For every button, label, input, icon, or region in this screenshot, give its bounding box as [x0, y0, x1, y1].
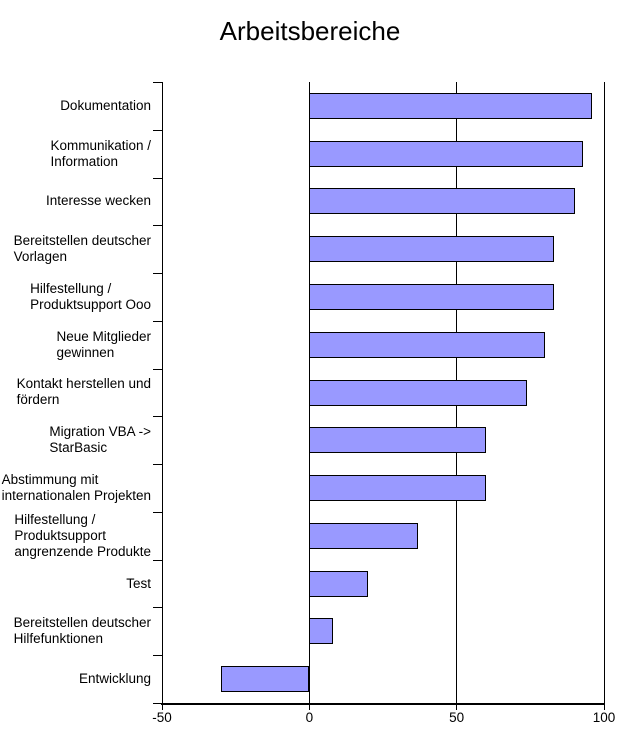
category-label-text: Interesse wecken: [45, 193, 151, 209]
category-label-text: Neue Mitglieder gewinnen: [56, 328, 151, 360]
category-axis-tick: [153, 655, 162, 657]
category-label: Entwicklung: [0, 655, 151, 703]
bar: [309, 618, 333, 645]
category-label: Dokumentation: [0, 82, 151, 130]
category-axis-tick: [153, 511, 162, 513]
x-tick-label: 50: [449, 710, 465, 725]
gridline: [603, 82, 605, 703]
category-axis-tick: [153, 225, 162, 227]
category-axis-tick: [153, 464, 162, 466]
category-axis-tick: [153, 320, 162, 322]
category-axis-tick: [153, 416, 162, 418]
bar: [309, 188, 575, 215]
x-axis-line: [161, 703, 605, 705]
category-label: Test: [0, 560, 151, 608]
category-label: Bereitstellen deutscher Hilfefunktionen: [0, 607, 151, 655]
category-label: Migration VBA -> StarBasic: [0, 416, 151, 464]
category-axis-tick: [153, 129, 162, 131]
category-label: Neue Mitglieder gewinnen: [0, 321, 151, 369]
category-label: Interesse wecken: [0, 178, 151, 226]
bar: [309, 236, 554, 263]
bar: [309, 379, 528, 406]
x-axis-tick: [456, 703, 458, 710]
category-label: Hilfestellung / Produktsupport Ooo: [0, 273, 151, 321]
bar: [309, 92, 593, 119]
x-tick-label: 0: [305, 710, 314, 725]
category-label: Hilfestellung / Produktsupport angrenzende…: [0, 512, 151, 560]
bar: [309, 283, 554, 310]
category-axis-tick: [153, 177, 162, 179]
category-label: Abstimmung mit internationalen Projekten: [0, 464, 151, 512]
bar: [309, 475, 487, 502]
category-label-text: Hilfestellung / Produktsupport angrenzende…: [14, 511, 151, 559]
category-label-text: Entwicklung: [78, 671, 151, 687]
x-axis-tick: [308, 703, 310, 710]
category-label-text: Hilfestellung / Produktsupport Ooo: [30, 280, 151, 312]
category-label-text: Bereitstellen deutscher Hilfefunktionen: [13, 615, 151, 647]
category-label: Kommunikation / Information: [0, 130, 151, 178]
bar: [309, 522, 419, 549]
category-label-text: Kontakt herstellen und fördern: [16, 376, 151, 408]
x-axis-tick: [603, 703, 605, 710]
category-label-text: Bereitstellen deutscher Vorlagen: [13, 233, 151, 265]
category-label: Bereitstellen deutscher Vorlagen: [0, 225, 151, 273]
category-axis-tick: [153, 703, 162, 704]
x-tick-label: -50: [152, 710, 172, 725]
bar: [309, 427, 487, 454]
x-axis-tick: [161, 703, 163, 710]
category-label-text: Kommunikation / Information: [50, 137, 151, 169]
bar: [309, 331, 546, 358]
category-axis-tick: [153, 273, 162, 275]
category-label-text: Test: [126, 575, 151, 591]
category-label: Kontakt herstellen und fördern: [0, 369, 151, 417]
x-tick-label: 100: [592, 710, 616, 725]
category-axis-tick: [153, 607, 162, 609]
category-axis: [162, 82, 163, 703]
category-axis-tick: [153, 368, 162, 370]
category-label-text: Dokumentation: [60, 97, 151, 113]
bar: [309, 570, 369, 597]
chart-title: Arbeitsbereiche: [219, 16, 401, 46]
category-label-text: Migration VBA -> StarBasic: [49, 424, 151, 456]
category-label-text: Abstimmung mit internationalen Projekten: [1, 472, 151, 504]
bar: [220, 666, 310, 693]
bar: [309, 140, 584, 167]
category-axis-tick: [153, 559, 162, 561]
category-axis-tick: [153, 82, 162, 83]
